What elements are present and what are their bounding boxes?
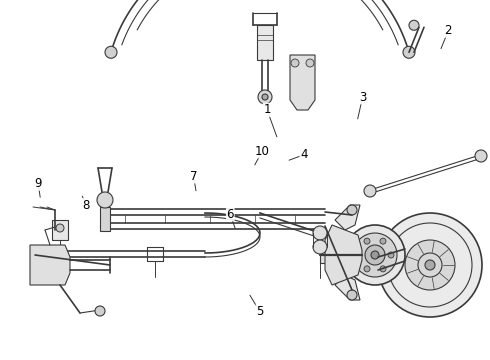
Circle shape [378, 213, 482, 317]
Polygon shape [325, 225, 362, 285]
Circle shape [105, 46, 117, 58]
Circle shape [364, 266, 370, 272]
Polygon shape [52, 220, 68, 240]
Circle shape [291, 59, 299, 67]
Polygon shape [257, 25, 273, 60]
Text: 1: 1 [263, 103, 271, 116]
Polygon shape [335, 275, 360, 300]
Circle shape [97, 192, 113, 208]
Polygon shape [100, 207, 110, 231]
Circle shape [345, 225, 405, 285]
Text: 7: 7 [190, 170, 197, 183]
Circle shape [475, 150, 487, 162]
Circle shape [56, 224, 64, 232]
Circle shape [364, 238, 370, 244]
Circle shape [425, 260, 435, 270]
Circle shape [356, 252, 362, 258]
Circle shape [380, 266, 386, 272]
Circle shape [405, 240, 455, 290]
Circle shape [347, 290, 357, 300]
Text: 9: 9 [34, 177, 42, 190]
Circle shape [95, 306, 105, 316]
Text: 6: 6 [226, 208, 234, 221]
Circle shape [262, 94, 268, 100]
Text: 2: 2 [444, 24, 452, 37]
Polygon shape [290, 55, 315, 110]
Circle shape [388, 252, 394, 258]
Text: 8: 8 [82, 199, 90, 212]
Circle shape [306, 59, 314, 67]
Circle shape [313, 226, 327, 240]
Text: 4: 4 [300, 148, 308, 161]
Text: 10: 10 [255, 145, 270, 158]
Circle shape [403, 46, 415, 58]
Circle shape [409, 20, 419, 30]
Circle shape [313, 240, 327, 254]
Text: 5: 5 [256, 305, 264, 318]
Text: 3: 3 [359, 91, 367, 104]
Circle shape [365, 245, 385, 265]
Polygon shape [335, 205, 360, 230]
Circle shape [353, 233, 397, 277]
Polygon shape [320, 247, 345, 263]
Circle shape [258, 90, 272, 104]
Polygon shape [30, 245, 70, 285]
Circle shape [380, 238, 386, 244]
Circle shape [364, 185, 376, 197]
Circle shape [371, 251, 379, 259]
Circle shape [347, 205, 357, 215]
